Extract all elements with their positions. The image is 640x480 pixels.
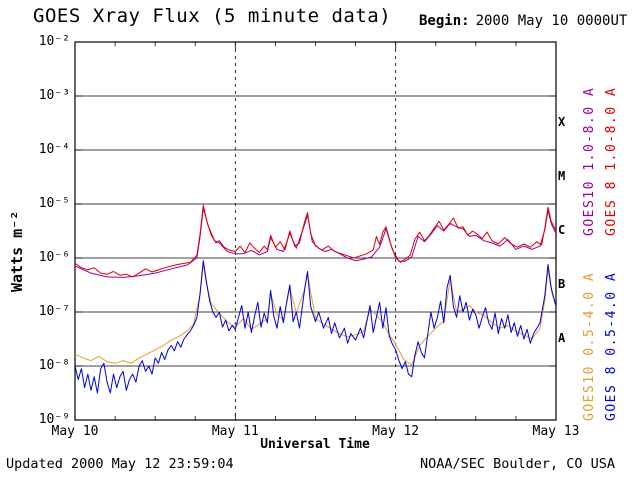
plot-border bbox=[74, 41, 557, 421]
begin-timestamp: Begin: 2000 May 10 0000UT bbox=[419, 13, 627, 29]
begin-label: Begin: bbox=[419, 13, 470, 29]
x-axis-label: Universal Time bbox=[260, 437, 370, 452]
series-goes10-1-0-8-0-a bbox=[74, 207, 557, 278]
begin-value: 2000 May 10 0000UT bbox=[475, 13, 628, 29]
series-goes-8-0-5-4-0-a bbox=[74, 260, 557, 394]
credit-label: NOAA/SEC Boulder, CO USA bbox=[420, 456, 616, 472]
page-title: GOES Xray Flux (5 minute data) bbox=[33, 5, 392, 27]
series-goes-8-1-0-8-0-a bbox=[74, 204, 557, 278]
updated-timestamp: Updated 2000 May 12 23:59:04 bbox=[6, 456, 234, 472]
series-goes10-0-5-4-0-a bbox=[74, 262, 557, 366]
